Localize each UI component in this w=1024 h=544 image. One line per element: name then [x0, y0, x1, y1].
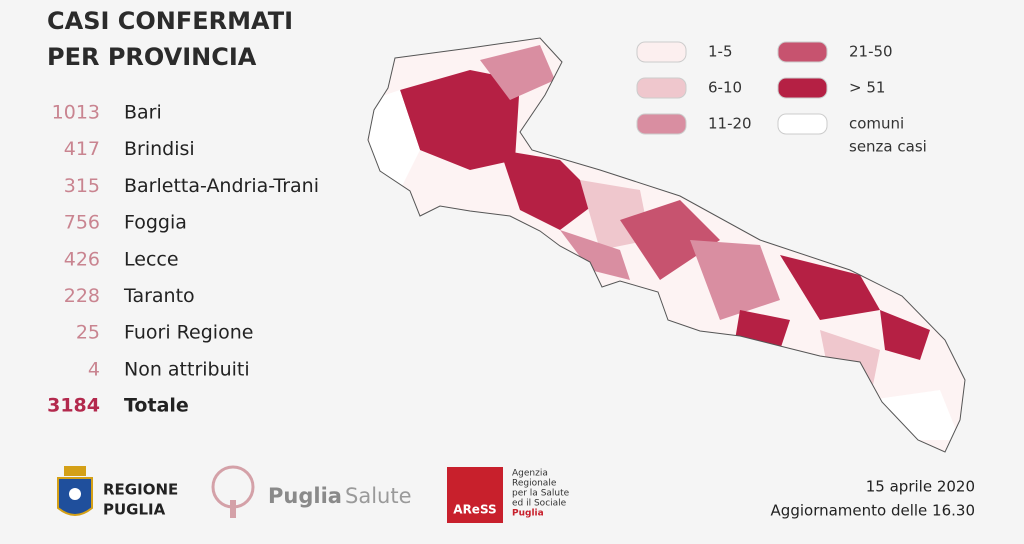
logo-text: Agenzia — [512, 469, 548, 479]
legend-label: > 51 — [849, 79, 885, 97]
legend-swatch — [636, 77, 687, 99]
province-name: Fuori Regione — [124, 322, 253, 344]
logo-text: REGIONE — [103, 481, 178, 499]
legend: 1-5 6-10 11-20 21-50 > 51 comuni senza casi — [636, 41, 927, 156]
province-name: Brindisi — [124, 138, 195, 160]
case-count: 756 — [64, 212, 100, 234]
legend-label: 6-10 — [708, 79, 742, 97]
province-name: Taranto — [123, 285, 195, 307]
legend-swatch — [777, 113, 828, 135]
logo-text: PUGLIA — [103, 501, 166, 519]
title-line: CASI CONFERMATI — [47, 7, 293, 35]
case-count: 4 — [88, 358, 100, 380]
legend-swatch — [777, 41, 828, 63]
total-count: 3184 — [47, 395, 100, 417]
date: 15 aprile 2020 — [866, 478, 975, 496]
logo-text: ed il Sociale — [512, 499, 567, 509]
case-count: 426 — [64, 248, 100, 270]
logo-puglia-salute: Puglia Salute — [211, 465, 412, 518]
legend-label: comuni — [849, 115, 904, 133]
legend-swatch — [636, 41, 687, 63]
legend-label: 11-20 — [708, 115, 752, 133]
total-label: Totale — [124, 395, 189, 417]
case-count: 417 — [64, 138, 100, 160]
region-outline — [367, 37, 966, 453]
logo-text: AReSS — [453, 503, 496, 517]
province-name: Foggia — [124, 212, 187, 234]
logo-regione: REGIONE PUGLIA — [57, 466, 178, 519]
legend-swatch — [777, 77, 828, 99]
legend-swatch — [636, 113, 687, 135]
case-count: 25 — [76, 322, 100, 344]
legend-label: 21-50 — [849, 43, 893, 61]
province-name: Lecce — [124, 248, 179, 270]
legend-label: 1-5 — [708, 43, 733, 61]
case-count: 1013 — [52, 102, 100, 124]
case-count: 228 — [64, 285, 100, 307]
logo-text: Salute — [345, 484, 412, 508]
update-time: Aggiornamento delle 16.30 — [771, 502, 975, 520]
province-name: Barletta-Andria-Trani — [124, 175, 319, 197]
legend-label: senza casi — [849, 138, 927, 156]
province-name: Bari — [124, 102, 162, 124]
logo-text: per la Salute — [512, 489, 570, 499]
table: 1013 Bari 417 Brindisi 315 Barletta-Andria-Tr… — [47, 102, 319, 417]
logo-text: Puglia — [268, 484, 342, 508]
province-name: Non attribuiti — [124, 358, 250, 380]
logo-text: Regionale — [512, 479, 557, 489]
case-count: 315 — [64, 175, 100, 197]
title-line: PER PROVINCIA — [47, 43, 257, 71]
logo-text: Puglia — [512, 509, 544, 519]
